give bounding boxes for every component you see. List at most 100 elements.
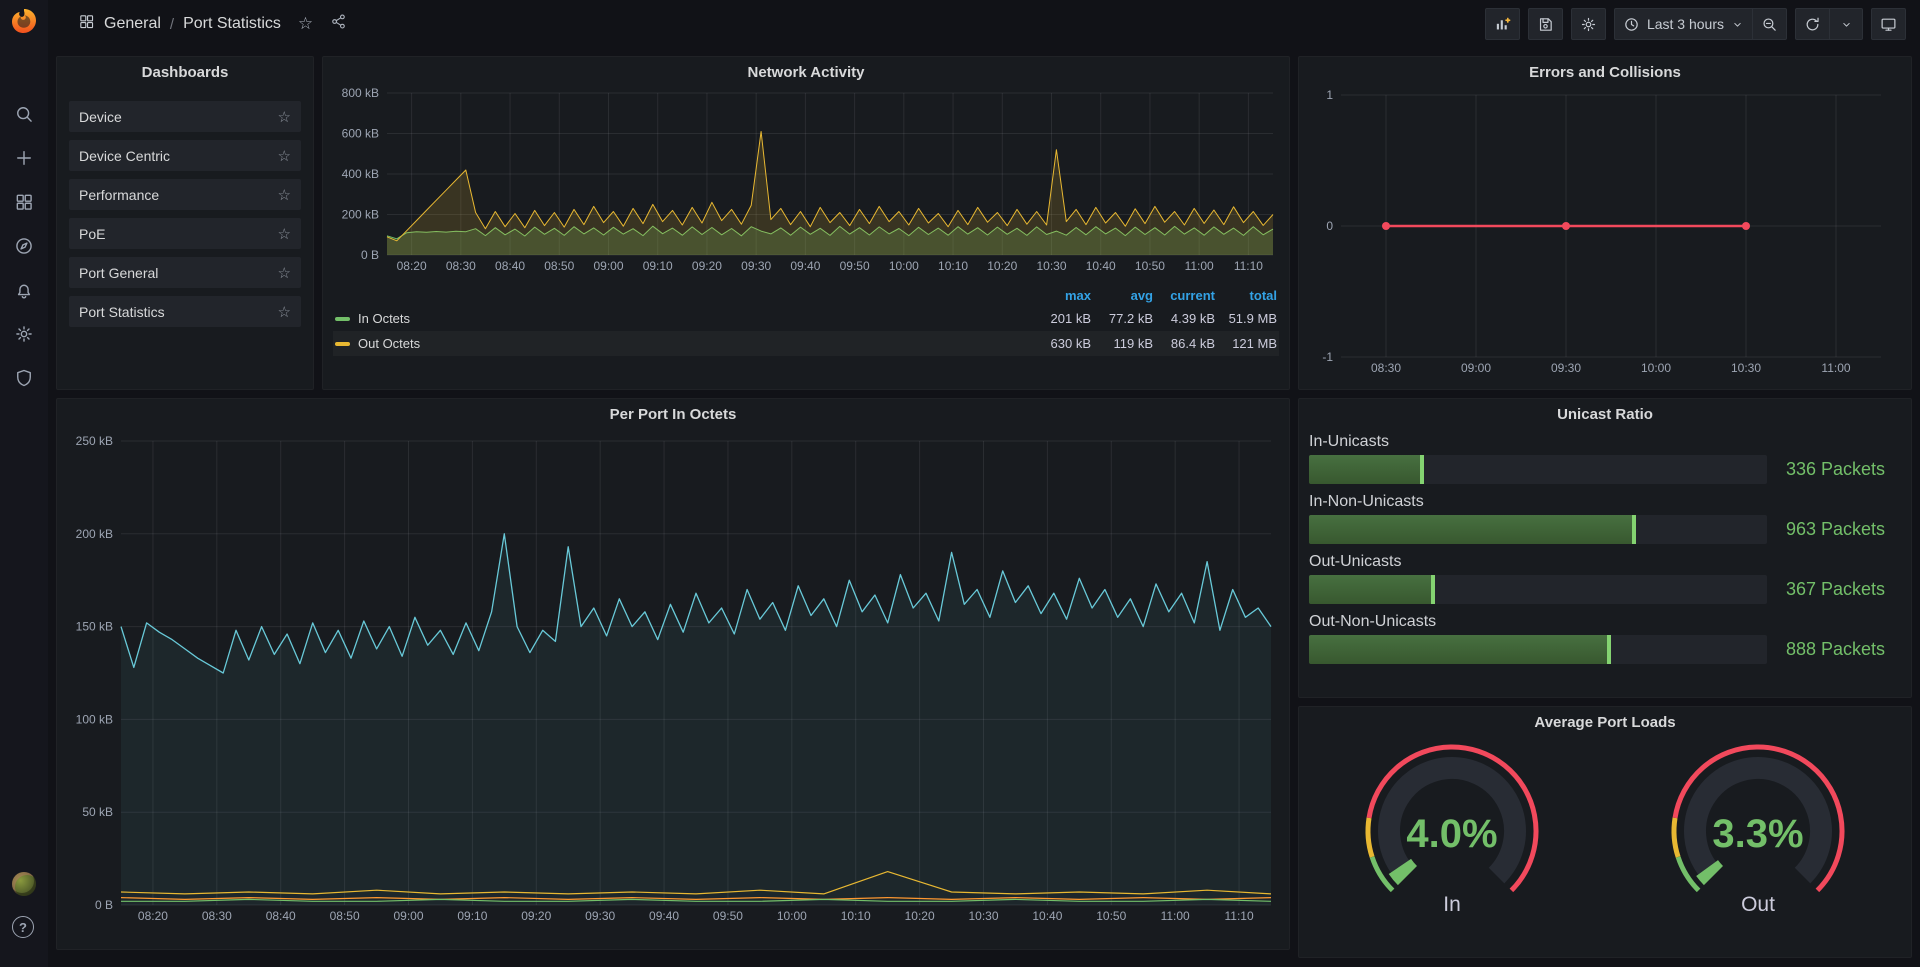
add-panel-button[interactable]	[1484, 8, 1520, 40]
bar-gauge-fill	[1309, 455, 1424, 484]
bar-gauge-track	[1309, 455, 1767, 484]
series-toggle[interactable]: Out Octets	[358, 336, 421, 351]
alerting-bell-icon[interactable]	[14, 280, 34, 300]
svg-text:3.3%: 3.3%	[1712, 812, 1803, 856]
svg-text:11:10: 11:10	[1224, 909, 1253, 923]
series-color-dash	[335, 316, 350, 321]
favorite-star-icon[interactable]: ☆	[277, 108, 291, 126]
panel-title[interactable]: Average Port Loads	[1534, 713, 1676, 731]
tv-mode-button[interactable]	[1871, 8, 1906, 40]
svg-text:10:50: 10:50	[1135, 259, 1165, 273]
bar-gauge-track	[1309, 575, 1767, 604]
svg-text:09:10: 09:10	[643, 259, 673, 273]
refresh-button[interactable]	[1795, 8, 1829, 40]
legend-value: 119 kB	[1113, 336, 1153, 351]
chevron-down-icon	[1734, 22, 1741, 27]
svg-text:09:00: 09:00	[393, 909, 423, 923]
svg-text:08:50: 08:50	[544, 259, 574, 273]
favorite-star-icon[interactable]: ☆	[277, 264, 291, 282]
svg-text:0 B: 0 B	[361, 248, 379, 262]
dashboard-link-device-centric[interactable]: Device Centric ☆	[69, 140, 301, 171]
svg-text:08:40: 08:40	[266, 909, 296, 923]
panel-title[interactable]: Errors and Collisions	[1529, 63, 1681, 81]
favorite-star-icon[interactable]: ☆	[277, 303, 291, 321]
configuration-gear-icon[interactable]	[14, 324, 34, 344]
svg-text:0 B: 0 B	[95, 898, 113, 912]
favorite-star-icon[interactable]: ☆	[277, 186, 291, 204]
admin-shield-icon[interactable]	[14, 368, 34, 388]
svg-text:09:10: 09:10	[457, 909, 487, 923]
bar-gauge-value: 367 Packets	[1785, 579, 1885, 599]
time-range-picker[interactable]: Last 3 hours	[1613, 8, 1752, 40]
refresh-interval-dropdown[interactable]	[1829, 8, 1863, 40]
series-toggle[interactable]: In Octets	[358, 311, 411, 326]
dashboard-link-port-statistics[interactable]: Port Statistics ☆	[69, 296, 301, 327]
legend-sort-max[interactable]: max	[1064, 287, 1091, 303]
breadcrumb-section[interactable]: General	[104, 15, 161, 32]
errors-collisions-chart[interactable]: 08:30 09:00 09:30 10:00 10:30 11:00 -1 0 1	[1305, 87, 1905, 387]
legend-value: 77.2 kB	[1108, 311, 1153, 326]
panel-title[interactable]: Network Activity	[747, 63, 865, 81]
save-dashboard-button[interactable]	[1527, 8, 1563, 40]
svg-text:10:10: 10:10	[938, 259, 968, 273]
svg-text:09:30: 09:30	[741, 259, 771, 273]
dashboard-link-label: Port Statistics	[79, 303, 165, 320]
svg-text:4.0%: 4.0%	[1406, 812, 1497, 856]
svg-text:08:30: 08:30	[446, 259, 476, 273]
bar-gauge-label: In-Unicasts	[1309, 433, 1390, 450]
breadcrumb-page[interactable]: Port Statistics	[183, 15, 281, 32]
bar-gauge-track	[1309, 515, 1767, 544]
toolbar-actions: Last 3 hours	[1484, 8, 1906, 40]
svg-text:800 kB: 800 kB	[342, 87, 379, 100]
svg-text:150 kB: 150 kB	[76, 620, 113, 634]
bar-gauge-fill	[1309, 515, 1637, 544]
explore-compass-icon[interactable]	[14, 236, 34, 256]
svg-text:10:00: 10:00	[889, 259, 919, 273]
svg-text:0: 0	[1326, 219, 1333, 233]
dashboard-link-label: PoE	[79, 225, 106, 242]
dashboard-settings-button[interactable]	[1570, 8, 1606, 40]
legend-sort-avg[interactable]: avg	[1130, 287, 1153, 303]
bar-gauge-fill	[1309, 635, 1612, 664]
favorite-star-icon[interactable]: ☆	[277, 147, 291, 165]
panel-title[interactable]: Unicast Ratio	[1557, 405, 1653, 423]
svg-text:08:40: 08:40	[495, 259, 525, 273]
per-port-chart[interactable]: 08:20 08:30 08:40 08:50 09:00 09:10 09:20 09:30…	[63, 429, 1283, 931]
svg-text:09:20: 09:20	[692, 259, 722, 273]
svg-text:09:00: 09:00	[593, 259, 623, 273]
panel-title[interactable]: Dashboards	[141, 63, 229, 81]
svg-text:10:00: 10:00	[777, 909, 807, 923]
dashboard-link-poe[interactable]: PoE ☆	[69, 218, 301, 249]
panel-title[interactable]: Per Port In Octets	[609, 405, 737, 423]
dashboard-link-device[interactable]: Device ☆	[69, 101, 301, 132]
dashboards-icon[interactable]	[14, 192, 34, 212]
dashboard-link-performance[interactable]: Performance ☆	[69, 179, 301, 210]
share-icon[interactable]	[330, 13, 347, 35]
zoom-out-button[interactable]	[1752, 8, 1787, 40]
create-plus-icon[interactable]	[14, 148, 34, 168]
svg-text:10:40: 10:40	[1032, 909, 1062, 923]
gauge-arc: 3.3%	[1671, 744, 1845, 893]
user-avatar[interactable]	[12, 872, 36, 896]
bar-gauge-label: Out-Non-Unicasts	[1309, 613, 1437, 630]
svg-text:10:20: 10:20	[987, 259, 1017, 273]
legend-row-out-octets: Out Octets 630 kB 119 kB 86.4 kB 121 MB	[333, 331, 1279, 356]
network-activity-chart[interactable]: 08:20 08:30 08:40 08:50 09:00 09:10 09:20 09:30…	[329, 86, 1283, 275]
legend-value: 86.4 kB	[1170, 336, 1215, 351]
series-color-dash	[335, 341, 350, 346]
panel-errors-collisions: Errors and Collisions 08:30 09:00 09:30 10:…	[1298, 56, 1912, 390]
favorite-star-icon[interactable]: ☆	[297, 14, 314, 33]
svg-text:08:50: 08:50	[330, 909, 360, 923]
panel-network-activity: Network Activity 08:20 08:30 08:40 08:50 09:…	[322, 56, 1290, 390]
bar-gauge-in-non-unicasts: In-Non-Unicasts 963 Packets	[1309, 493, 1885, 544]
favorite-star-icon[interactable]: ☆	[277, 225, 291, 243]
dashboard-link-port-general[interactable]: Port General ☆	[69, 257, 301, 288]
grafana-logo-icon[interactable]	[10, 7, 38, 35]
legend-sort-current[interactable]: current	[1170, 287, 1215, 303]
svg-text:400 kB: 400 kB	[342, 167, 379, 181]
legend-sort-total[interactable]: total	[1249, 287, 1277, 303]
legend-value: 201 kB	[1050, 311, 1091, 326]
legend-table: max avg current total In Octets 201 kB 7…	[333, 284, 1279, 356]
search-icon[interactable]	[14, 104, 34, 124]
help-icon[interactable]: ?	[12, 916, 34, 938]
